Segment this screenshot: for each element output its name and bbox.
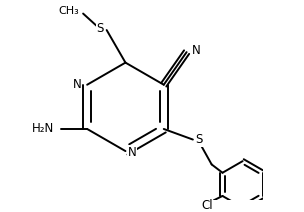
Text: CH₃: CH₃ <box>58 6 79 16</box>
Text: H₂N: H₂N <box>32 123 54 135</box>
Text: N: N <box>128 146 136 159</box>
Text: S: S <box>97 22 104 35</box>
Text: N: N <box>192 44 201 57</box>
Text: S: S <box>195 133 203 146</box>
Text: Cl: Cl <box>201 199 213 212</box>
Text: N: N <box>73 78 82 91</box>
